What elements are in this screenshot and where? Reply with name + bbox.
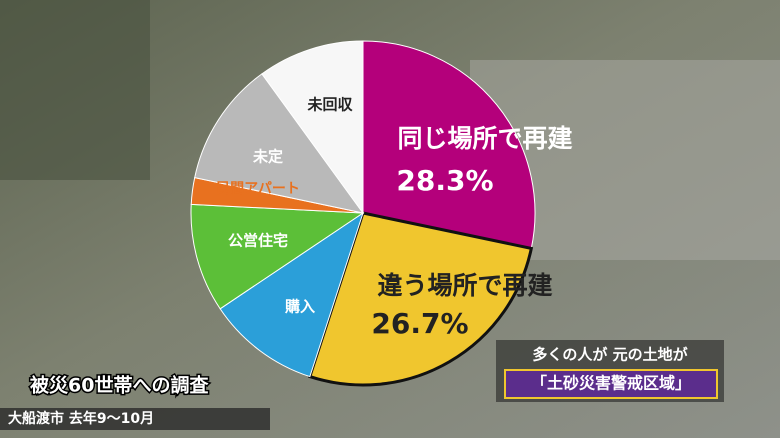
pie-slice: [307, 211, 534, 387]
slice-label: 公営住宅: [228, 232, 288, 250]
slice-label: 同じ場所で再建: [397, 124, 572, 153]
slice-label: 未回収: [306, 96, 353, 114]
value-label: 26.7%: [371, 307, 468, 340]
value-label: 28.3%: [396, 164, 493, 197]
pie-slice: [261, 40, 364, 215]
chart-subtitle: 大船渡市 去年9～10月: [8, 410, 154, 427]
chart-title: 被災60世帯への調査: [30, 374, 209, 397]
slice-label: 違う場所で再建: [377, 271, 552, 300]
annotation-line: 多くの人が 元の土地が: [532, 346, 688, 364]
pie: 同じ場所で再建 28.3% 違う場所で再建 26.7% 購入 公営住宅 民間アパート 未定 未回…: [190, 40, 573, 387]
slice-label: 未定: [252, 148, 283, 166]
pie-slice: [194, 73, 365, 214]
annotation-highlight: [504, 369, 718, 399]
background-trees: [0, 0, 150, 180]
pie-slice: [219, 211, 364, 378]
slice-label: 購入: [284, 298, 315, 316]
pie-slice: [362, 40, 536, 250]
pie-slice: [190, 203, 365, 310]
subtitle-bar: [0, 408, 270, 430]
annotation-line: 「土砂災害警戒区域」: [531, 374, 691, 393]
slice-label: 民間アパート: [216, 181, 300, 197]
